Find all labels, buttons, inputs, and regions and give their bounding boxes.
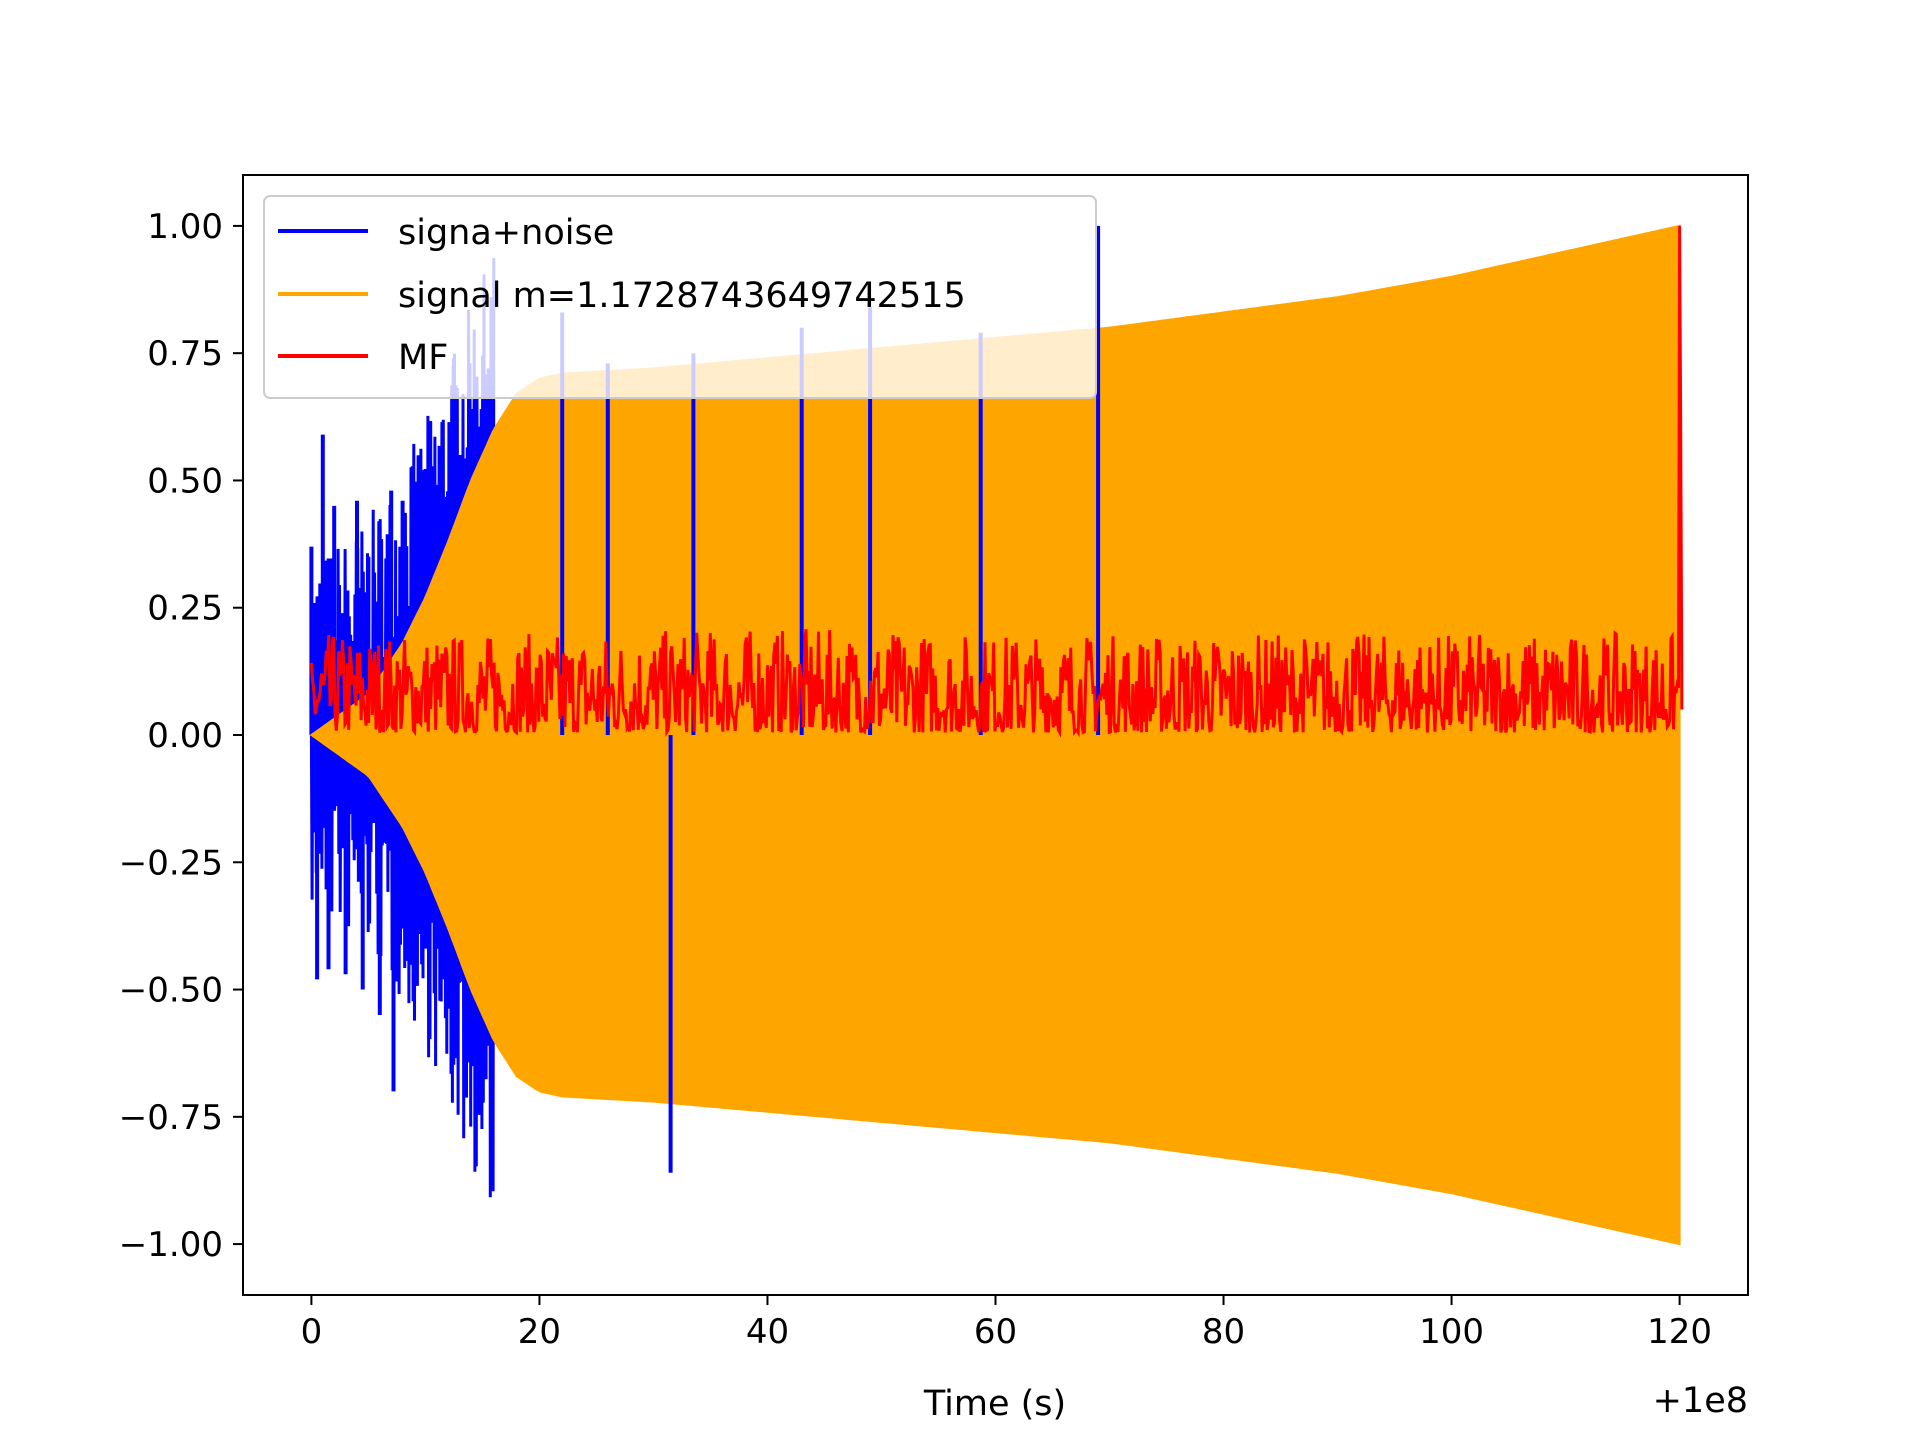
x-tick-label: 20 bbox=[518, 1312, 561, 1352]
legend-label-mf: MF bbox=[398, 338, 448, 378]
x-tick-label: 100 bbox=[1419, 1312, 1484, 1352]
y-tick-label: 0.50 bbox=[147, 461, 223, 501]
x-axis: 0 20 40 60 80 100 120 bbox=[301, 1295, 1712, 1352]
mf-line bbox=[309, 225, 1684, 738]
x-axis-label: Time (s) bbox=[923, 1384, 1066, 1424]
y-tick-label: 1.00 bbox=[147, 207, 223, 247]
y-tick-label: 0.00 bbox=[147, 716, 223, 756]
y-tick-label: 0.25 bbox=[147, 589, 223, 629]
y-tick-label: −0.50 bbox=[119, 971, 223, 1011]
x-tick-label: 80 bbox=[1202, 1312, 1245, 1352]
y-axis: 1.00 0.75 0.50 0.25 0.00 −0.25 −0.50 −0.75 −1.00 bbox=[119, 207, 243, 1265]
legend-box bbox=[263, 195, 1097, 399]
y-tick-label: −1.00 bbox=[119, 1225, 223, 1265]
legend-label-signal: signal m=1.1728743649742515 bbox=[398, 276, 966, 316]
series-mf bbox=[309, 225, 1684, 738]
x-offset-label: +1e8 bbox=[1653, 1381, 1748, 1421]
plot-area bbox=[309, 224, 1684, 1246]
x-tick-label: 60 bbox=[974, 1312, 1017, 1352]
legend-label-signa-noise: signa+noise bbox=[398, 213, 614, 253]
legend: signa+noise signal m=1.1728743649742515 … bbox=[263, 195, 1097, 399]
y-tick-label: −0.75 bbox=[119, 1098, 223, 1138]
y-tick-label: −0.25 bbox=[119, 843, 223, 883]
x-tick-label: 40 bbox=[746, 1312, 789, 1352]
x-tick-label: 0 bbox=[301, 1312, 323, 1352]
x-tick-label: 120 bbox=[1647, 1312, 1712, 1352]
y-tick-label: 0.75 bbox=[147, 334, 223, 374]
